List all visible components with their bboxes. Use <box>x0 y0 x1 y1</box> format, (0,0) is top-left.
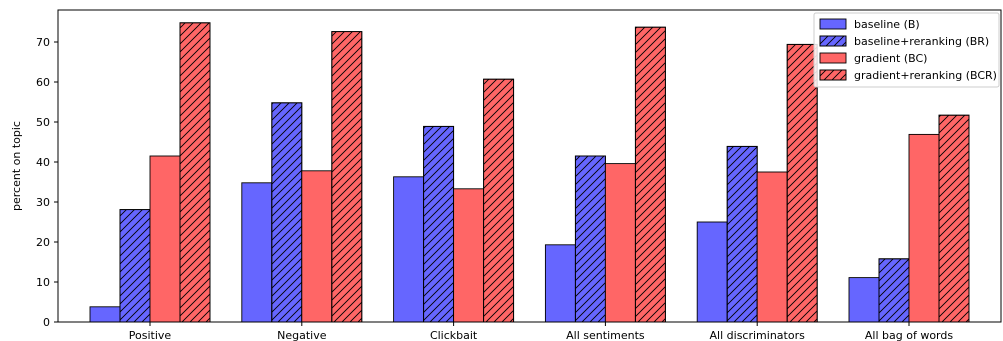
y-tick-label: 0 <box>43 316 50 329</box>
bar-3-3 <box>453 188 485 323</box>
bar-hatch-4-1 <box>179 22 211 323</box>
y-tick-label: 10 <box>36 276 50 289</box>
bars-layer <box>89 22 970 323</box>
x-tick-label: All bag of words <box>865 329 953 341</box>
bar-3-6 <box>908 133 940 323</box>
legend-swatch-hatch-4 <box>819 69 847 81</box>
bar-hatch-2-4 <box>574 155 606 323</box>
bar-3-1 <box>149 155 181 323</box>
y-tick-label: 50 <box>36 116 50 129</box>
bar-3-5 <box>756 171 788 323</box>
bar-hatch-4-6 <box>938 114 970 323</box>
legend-swatch-hatch-2 <box>819 35 847 47</box>
bar-hatch-4-4 <box>634 26 666 323</box>
bar-1-5 <box>696 221 728 323</box>
y-axis: 0 10 20 30 40 50 60 70 <box>36 36 58 329</box>
y-tick-label: 20 <box>36 236 50 249</box>
y-tick-label: 40 <box>36 156 50 169</box>
legend-box <box>813 12 1000 88</box>
x-tick-label: All discriminators <box>710 329 806 341</box>
legend-label-2: baseline+reranking (BR) <box>854 35 989 48</box>
x-axis: Positive Negative Clickbait All sentiments A… <box>129 322 953 341</box>
bar-3-2 <box>301 170 333 323</box>
bar-hatch-2-3 <box>423 125 455 323</box>
legend-label-3: gradient (BC) <box>854 52 927 65</box>
bar-1-3 <box>393 176 425 323</box>
x-tick-label: Negative <box>277 329 327 341</box>
bar-1-1 <box>89 306 121 323</box>
legend-label-4: gradient+reranking (BCR) <box>854 69 997 82</box>
bar-hatch-4-3 <box>483 78 515 323</box>
bar-hatch-2-2 <box>271 102 303 323</box>
legend: baseline (B) baseline+reranking (BR) gradi… <box>813 12 1000 88</box>
bar-1-6 <box>848 277 880 323</box>
legend-swatch-3 <box>819 52 847 64</box>
legend-label-1: baseline (B) <box>854 18 920 31</box>
bar-hatch-4-5 <box>786 43 818 323</box>
bar-hatch-2-5 <box>726 145 758 323</box>
y-axis-label: percent on topic <box>10 121 23 211</box>
bar-hatch-2-1 <box>119 209 151 323</box>
y-tick-label: 30 <box>36 196 50 209</box>
y-tick-label: 70 <box>36 36 50 49</box>
plot-frame <box>57 9 1002 323</box>
legend-swatch-1 <box>819 18 847 30</box>
y-tick-label: 60 <box>36 76 50 89</box>
bar-hatch-2-6 <box>878 258 910 323</box>
bar-1-2 <box>241 182 273 323</box>
x-tick-label: Positive <box>129 329 172 341</box>
x-tick-label: All sentiments <box>566 329 645 341</box>
bar-hatch-4-2 <box>331 31 363 323</box>
bar-3-4 <box>604 163 636 323</box>
bar-1-4 <box>544 244 576 323</box>
x-tick-label: Clickbait <box>430 329 478 341</box>
